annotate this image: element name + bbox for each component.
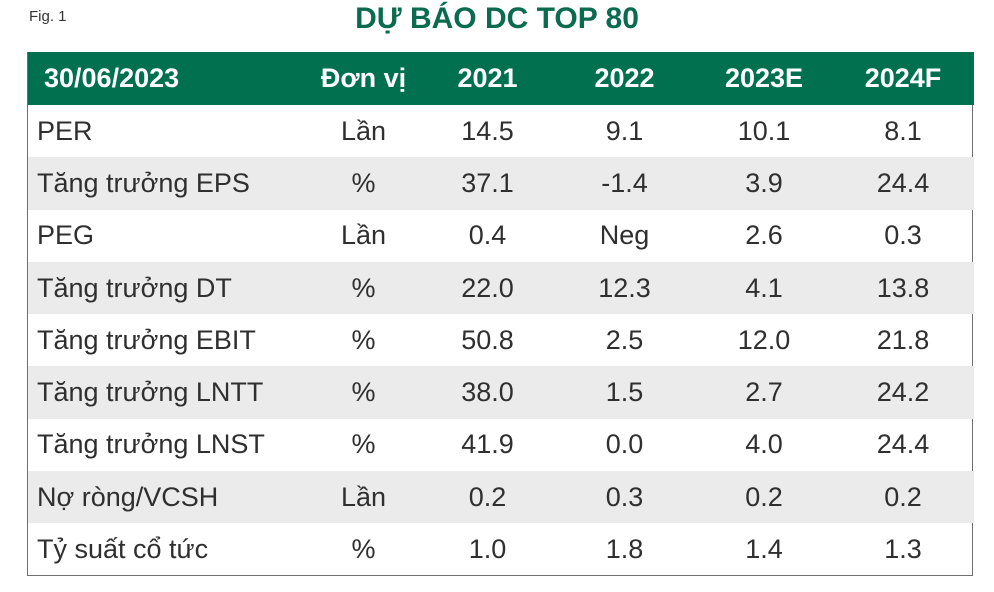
header-unit: Đơn vị <box>320 63 407 93</box>
cell-value-2024f: 1.3 <box>884 534 922 565</box>
table-row: Tăng trưởng EBIT% 50.8 2.5 12.0 21.8 <box>28 314 974 366</box>
cell-unit: % <box>351 377 376 408</box>
cell-value-2022: 1.5 <box>605 377 644 408</box>
cell-unit: % <box>351 324 376 355</box>
cell-value-2023e: 0.2 <box>745 481 783 512</box>
figure-label: Fig. 1 <box>29 8 67 25</box>
forecast-table-container: 30/06/2023 Đơn vị 2021 2022 2023E 2024F … <box>27 52 974 576</box>
cell-unit: % <box>351 272 376 303</box>
cell-unit: % <box>351 534 376 565</box>
cell-value-2024f: 0.2 <box>884 481 922 512</box>
cell-unit: Lần <box>340 115 387 146</box>
cell-value-2021: 38.0 <box>461 377 514 408</box>
table-row: Tăng trưởng DT% 22.0 12.3 4.1 13.8 <box>28 261 974 315</box>
cell-value-2023e: 4.0 <box>745 429 783 460</box>
cell-value-2022: 9.1 <box>605 115 644 146</box>
cell-value-2022: 1.8 <box>605 534 644 565</box>
header-2021: 2021 <box>457 63 518 93</box>
cell-value-2022: 0.3 <box>605 481 644 512</box>
table-row: Tăng trưởng LNST% 41.9 0.0 4.0 24.4 <box>28 419 974 471</box>
table-row: Tăng trưởng EPS% 37.1 -1.4 3.9 24.4 <box>28 157 974 210</box>
cell-metric: Tăng trưởng EBIT <box>37 324 256 355</box>
cell-metric: Nợ ròng/VCSH <box>37 481 219 512</box>
cell-metric: Tăng trưởng LNTT <box>37 377 264 408</box>
cell-value-2024f: 0.3 <box>884 220 922 251</box>
cell-unit: Lần <box>340 481 387 512</box>
forecast-table: 30/06/2023 Đơn vị 2021 2022 2023E 2024F … <box>28 52 974 576</box>
cell-value-2021: 50.8 <box>461 324 514 355</box>
cell-value-2024f: 21.8 <box>876 324 930 355</box>
cell-value-2023e: 4.1 <box>745 272 783 303</box>
table-header-row: 30/06/2023 Đơn vị 2021 2022 2023E 2024F <box>28 52 974 105</box>
cell-value-2022: 2.5 <box>605 324 644 355</box>
page-title: DỰ BÁO DC TOP 80 <box>355 2 639 35</box>
cell-value-2021: 37.1 <box>461 167 514 198</box>
cell-unit: % <box>351 167 376 198</box>
cell-value-2022: 12.3 <box>598 272 651 303</box>
cell-value-2024f: 13.8 <box>876 272 930 303</box>
cell-value-2022: 0.0 <box>605 429 644 460</box>
cell-metric: Tăng trưởng DT <box>37 272 232 303</box>
cell-value-2023e: 12.0 <box>737 324 791 355</box>
cell-value-2021: 14.5 <box>461 115 514 146</box>
cell-value-2023e: 1.4 <box>745 534 783 565</box>
header-2024f: 2024F <box>864 63 942 93</box>
header-2023e: 2023E <box>724 63 804 93</box>
cell-metric: Tăng trưởng EPS <box>37 167 250 198</box>
cell-metric: Tỷ suất cổ tức <box>37 534 209 565</box>
table-row: Tỷ suất cổ tức% 1.0 1.8 1.4 1.3 <box>28 523 974 575</box>
cell-value-2022: Neg <box>599 220 650 251</box>
cell-value-2021: 0.2 <box>468 481 507 512</box>
cell-value-2022: -1.4 <box>601 167 648 198</box>
cell-unit: % <box>351 429 376 460</box>
table-row: PEG Lần 0.4 Neg 2.6 0.3 <box>28 210 974 262</box>
cell-metric: PER <box>37 115 93 146</box>
cell-value-2023e: 2.7 <box>745 377 783 408</box>
cell-value-2021: 1.0 <box>468 534 507 565</box>
cell-value-2023e: 2.6 <box>745 220 783 251</box>
cell-value-2024f: 8.1 <box>884 115 922 146</box>
header-2022: 2022 <box>594 63 655 93</box>
cell-value-2021: 0.4 <box>468 220 507 251</box>
cell-value-2024f: 24.4 <box>876 429 930 460</box>
header-date: 30/06/2023 <box>44 63 180 93</box>
cell-value-2024f: 24.4 <box>876 167 930 198</box>
cell-value-2023e: 3.9 <box>745 167 783 198</box>
table-row: PER Lần 14.5 9.1 10.1 8.1 <box>28 105 974 157</box>
cell-metric: PEG <box>37 220 95 251</box>
cell-value-2024f: 24.2 <box>876 377 930 408</box>
cell-value-2021: 22.0 <box>461 272 514 303</box>
cell-value-2021: 41.9 <box>461 429 514 460</box>
cell-value-2023e: 10.1 <box>737 115 791 146</box>
cell-unit: Lần <box>340 220 387 251</box>
table-row: Nợ ròng/VCSH Lần 0.2 0.3 0.2 0.2 <box>28 471 974 524</box>
cell-metric: Tăng trưởng LNST <box>37 429 265 460</box>
table-row: Tăng trưởng LNTT% 38.0 1.5 2.7 24.2 <box>28 366 974 419</box>
